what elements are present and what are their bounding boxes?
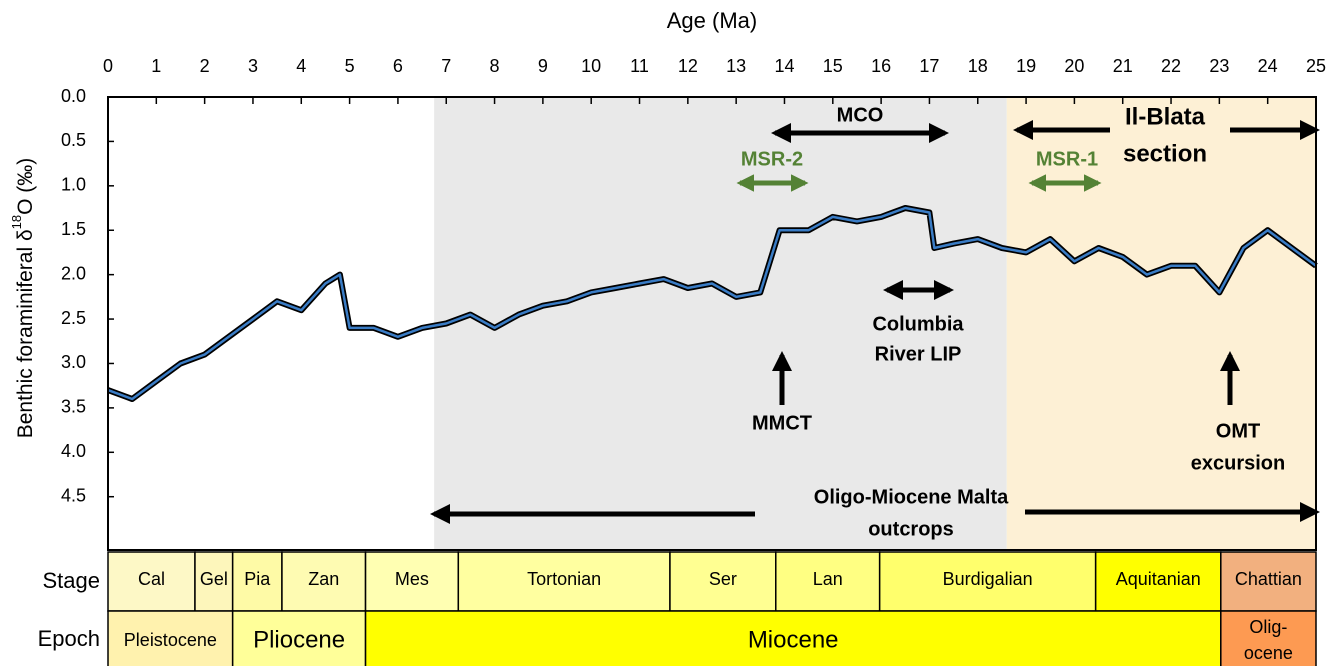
annotation: section (1123, 140, 1207, 167)
x-tick-label: 0 (103, 56, 113, 76)
stage-label: Aquitanian (1116, 569, 1201, 589)
x-tick-label: 10 (581, 56, 601, 76)
stage-cell (457, 551, 671, 612)
stage-label: Tortonian (527, 569, 601, 589)
stage-cell (1094, 551, 1222, 612)
epoch-cell (364, 610, 1222, 666)
x-tick-label: 6 (393, 56, 403, 76)
y-tick-label: 1.5 (61, 219, 86, 239)
y-tick-label: 3.0 (61, 352, 86, 372)
stage-label: Mes (395, 569, 429, 589)
y-tick-label: 2.5 (61, 308, 86, 328)
stage-label: Burdigalian (943, 569, 1033, 589)
stage-row-label: Stage (43, 568, 101, 593)
series-line (107, 206, 1317, 401)
x-tick-label: 11 (630, 56, 649, 76)
shaded-region (1006, 97, 1316, 550)
annotation: MSR-2 (741, 148, 803, 170)
y-tick-label: 0.0 (61, 86, 86, 106)
stage-label: Cal (138, 569, 165, 589)
epoch-row-label: Epoch (38, 626, 100, 651)
x-tick-label: 16 (871, 56, 891, 76)
annotation: Il-Blata (1125, 103, 1206, 130)
plot-frame (107, 96, 1317, 551)
x-tick-label: 20 (1064, 56, 1084, 76)
stage-cell (775, 551, 881, 612)
x-tick-label: 1 (151, 56, 161, 76)
x-tick-label: 3 (248, 56, 258, 76)
y-tick-label: 2.0 (61, 263, 86, 283)
stage-label: Chattian (1235, 569, 1302, 589)
stage-cell (107, 551, 196, 612)
x-tick-label: 19 (1016, 56, 1036, 76)
y-axis-title: Benthic foraminiferal δ18O (‰) (9, 158, 36, 439)
y-tick-label: 0.5 (61, 130, 86, 150)
annotation: outcrops (868, 518, 954, 540)
x-tick-label: 14 (774, 56, 794, 76)
x-tick-label: 5 (345, 56, 355, 76)
x-tick-label: 4 (296, 56, 306, 76)
x-tick-label: 25 (1306, 56, 1326, 76)
annotation: MMCT (752, 412, 812, 434)
epoch-cell (1220, 610, 1317, 666)
y-tick-label: 4.5 (61, 485, 86, 505)
x-tick-label: 23 (1209, 56, 1229, 76)
shaded-region (434, 97, 1007, 550)
stage-label: Gel (200, 569, 228, 589)
epoch-label: Olig- (1249, 617, 1287, 637)
annotation: MSR-1 (1036, 148, 1098, 170)
y-tick-label: 3.5 (61, 397, 86, 417)
x-tick-label: 21 (1113, 56, 1133, 76)
x-tick-label: 13 (726, 56, 746, 76)
stage-cell (669, 551, 777, 612)
x-axis-title: Age (Ma) (667, 8, 757, 33)
annotation: Columbia (872, 313, 964, 335)
epoch-label: Miocene (748, 626, 839, 653)
y-tick-label: 1.0 (61, 175, 86, 195)
x-tick-label: 12 (678, 56, 698, 76)
epoch-cell (231, 610, 367, 666)
stage-label: Zan (308, 569, 339, 589)
annotation: excursion (1191, 452, 1285, 474)
stage-label: Lan (813, 569, 843, 589)
x-tick-label: 17 (919, 56, 939, 76)
x-tick-label: 2 (200, 56, 210, 76)
x-tick-label: 24 (1258, 56, 1278, 76)
x-tick-label: 7 (441, 56, 451, 76)
x-tick-label: 22 (1161, 56, 1181, 76)
stage-label: Pia (244, 569, 271, 589)
x-tick-label: 9 (538, 56, 548, 76)
epoch-label: ocene (1244, 643, 1293, 663)
x-tick-label: 8 (490, 56, 500, 76)
y-tick-label: 4.0 (61, 441, 86, 461)
annotation: MCO (837, 104, 884, 126)
epoch-cell (107, 610, 234, 666)
stage-label: Ser (709, 569, 737, 589)
annotation: Oligo-Miocene Malta (814, 486, 1009, 508)
annotation: River LIP (875, 343, 962, 365)
epoch-label: Pliocene (253, 626, 345, 653)
annotation: OMT (1216, 420, 1260, 442)
epoch-label: Pleistocene (124, 630, 217, 650)
x-tick-label: 18 (968, 56, 988, 76)
x-tick-label: 15 (823, 56, 843, 76)
